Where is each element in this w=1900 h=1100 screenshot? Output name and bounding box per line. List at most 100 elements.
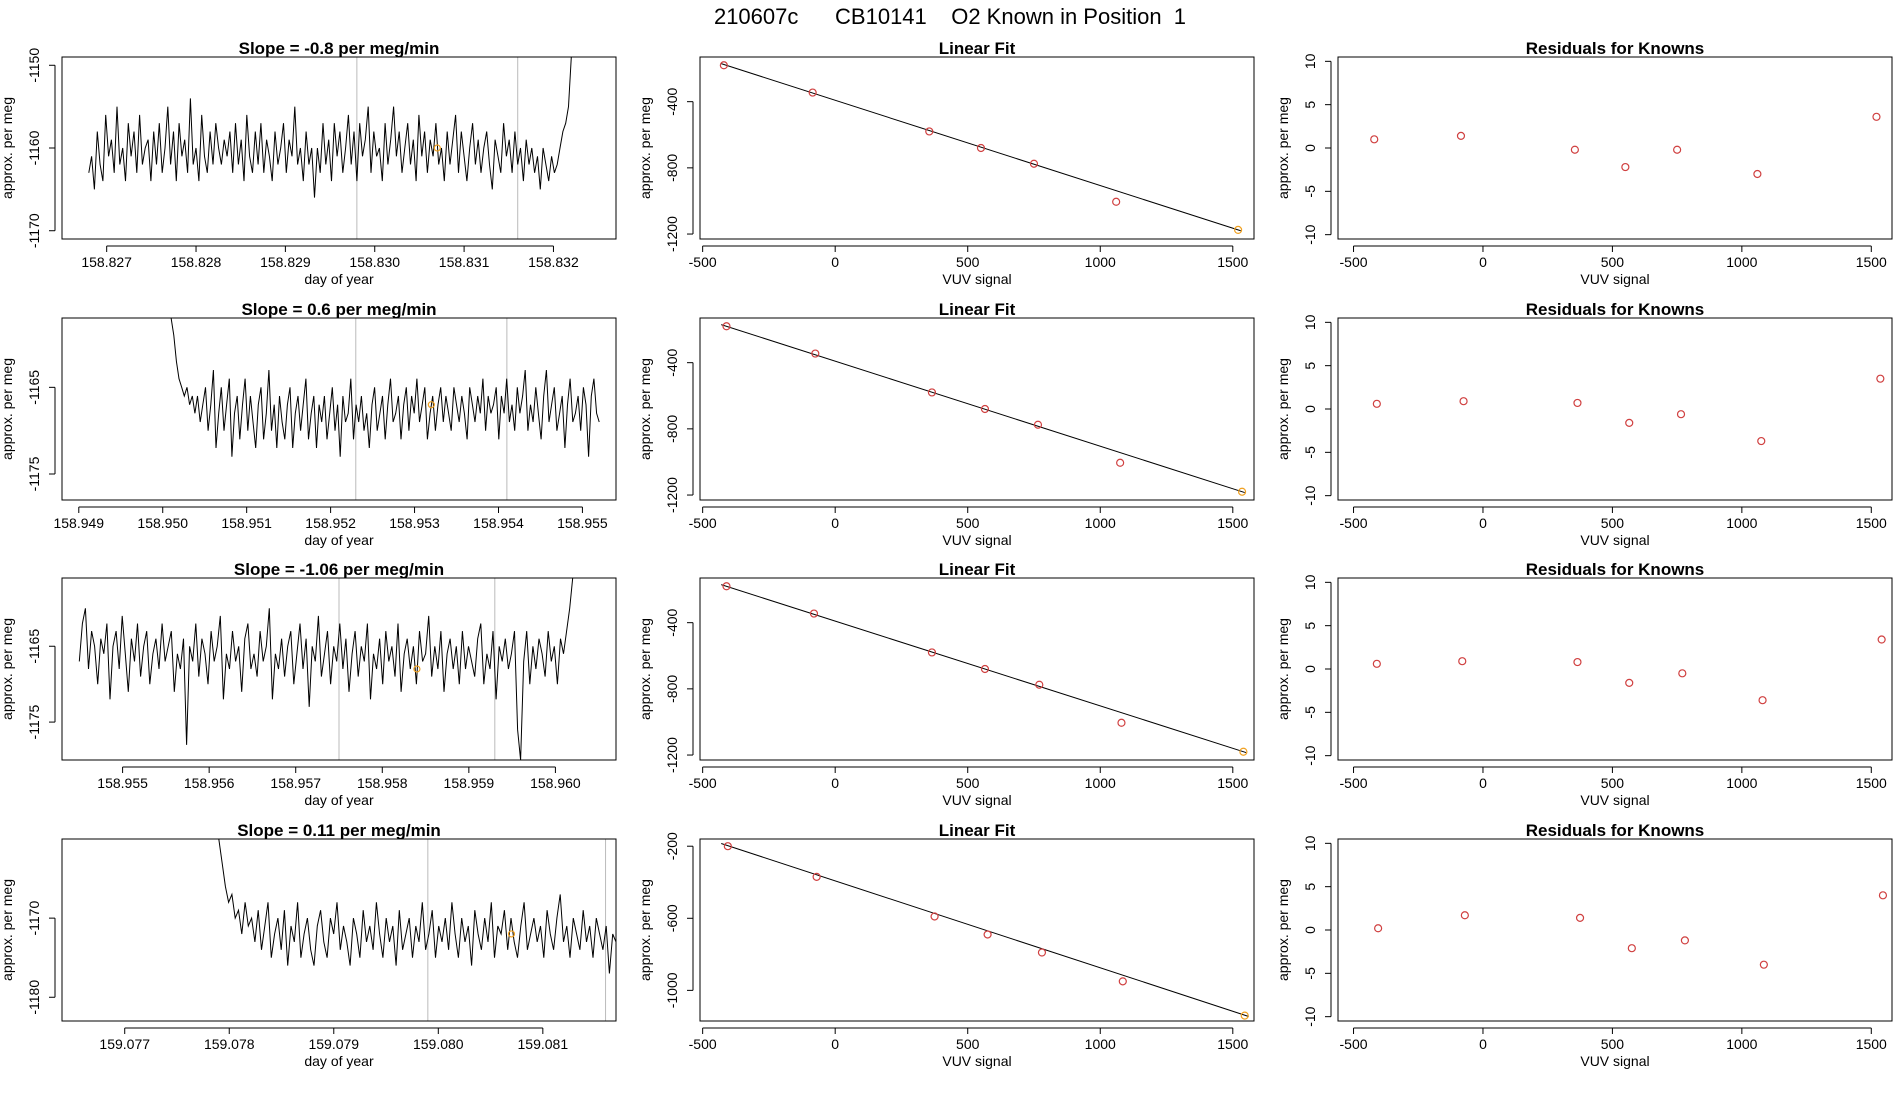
y-tick-label: 0 [1302, 926, 1318, 934]
y-axis: -10 -5 0 5 10 [1302, 53, 1332, 245]
data-point [927, 388, 937, 397]
plot-area [721, 842, 1249, 1020]
data-point [1570, 145, 1579, 154]
x-tick-label: 1000 [1726, 515, 1757, 531]
data-point [1621, 162, 1630, 172]
plot-frame [699, 838, 1255, 1022]
x-tick-label: 158.955 [97, 775, 148, 791]
y-tick-label: 5 [1302, 883, 1318, 891]
data-point [1625, 678, 1634, 687]
y-tick-label: -1180 [26, 980, 42, 1015]
highlight-point [507, 930, 516, 938]
x-tick-label: -500 [1340, 775, 1368, 791]
data-point [1753, 169, 1762, 179]
x-tick-label: -500 [689, 775, 717, 791]
y-tick-label: -10 [1302, 224, 1318, 244]
panel-title: Slope = -1.06 per meg/min [234, 560, 444, 579]
plot-area [78, 578, 574, 760]
data-point [1239, 747, 1248, 756]
data-point [1758, 696, 1767, 705]
y-axis: -1200 -800 -400 [664, 608, 694, 773]
y-tick-label: -1165 [26, 370, 42, 405]
x-axis: -500 0 500 1000 1500 [1340, 506, 1887, 531]
x-axis: -500 0 500 1000 1500 [1340, 766, 1887, 791]
data-point [1370, 135, 1379, 144]
y-axis: -1175 -1165 [26, 370, 56, 491]
y-tick-label: -5 [1302, 967, 1318, 980]
x-tick-label: 159.077 [99, 1036, 150, 1052]
data-point [723, 842, 732, 851]
fit-line [721, 63, 1241, 232]
series-line [170, 318, 600, 457]
data-point [1240, 1011, 1249, 1020]
x-axis-label: day of year [304, 792, 374, 808]
y-axis-label: approx. per meg [637, 879, 653, 981]
x-axis-label: day of year [304, 532, 374, 548]
data-point [927, 648, 937, 657]
panel-title: Residuals for Knowns [1526, 300, 1705, 319]
x-tick-label: 0 [831, 254, 839, 270]
x-axis: -500 0 500 1000 1500 [689, 766, 1249, 791]
highlight-point [433, 144, 441, 152]
x-tick-label: 1000 [1085, 1036, 1116, 1052]
y-tick-label: -5 [1302, 446, 1318, 459]
y-axis: -1000 -600 -200 [664, 832, 694, 1008]
plot-frame [61, 577, 617, 761]
x-tick-label: 158.959 [444, 775, 495, 791]
y-tick-label: -5 [1302, 706, 1318, 719]
x-tick-label: 158.950 [137, 515, 188, 531]
x-axis-label: VUV signal [1580, 532, 1649, 548]
data-point [1117, 718, 1126, 727]
y-tick-label: -800 [664, 675, 680, 703]
y-axis-label: approx. per meg [1275, 358, 1291, 460]
x-tick-label: -500 [689, 1036, 717, 1052]
plot-area [721, 582, 1248, 756]
y-tick-label: 0 [1302, 144, 1318, 152]
x-tick-label: 158.829 [260, 254, 311, 270]
panel-res4: -500 0 500 1000 1500 VUV signal -10 -5 0 5 10 appro… [1275, 821, 1893, 1069]
x-tick-label: -500 [1340, 515, 1368, 531]
y-tick-label: 10 [1302, 314, 1318, 330]
data-point [809, 609, 819, 618]
data-point [1237, 487, 1247, 496]
x-tick-label: 159.080 [413, 1036, 464, 1052]
y-axis: -1200 -800 -400 [664, 87, 694, 252]
x-tick-label: 1500 [1856, 254, 1887, 270]
y-tick-label: -1160 [26, 130, 42, 165]
data-point [930, 912, 939, 921]
panel-title: Slope = -0.8 per meg/min [239, 39, 440, 58]
y-axis: -10 -5 0 5 10 [1302, 314, 1332, 506]
data-point [812, 872, 821, 881]
panel-res1: -500 0 500 1000 1500 VUV signal -10 -5 0 5 10 appro… [1275, 39, 1893, 287]
x-tick-label: -500 [1340, 1036, 1368, 1052]
plot-frame [1337, 838, 1893, 1022]
fit-line [721, 843, 1249, 1017]
x-tick-label: -500 [689, 254, 717, 270]
x-tick-label: 1500 [1217, 515, 1248, 531]
plot-area [1374, 891, 1888, 969]
y-axis-label: approx. per meg [0, 97, 15, 199]
x-axis: 158.949 158.950 158.951 158.952 158.953 158.9… [53, 506, 608, 531]
panel-ts1: 158.827 158.828 158.829 158.830 158.831 158.8… [0, 39, 617, 287]
y-tick-label: 0 [1302, 405, 1318, 413]
data-point [1573, 657, 1582, 667]
data-point [1459, 397, 1468, 406]
x-tick-label: 158.832 [528, 254, 579, 270]
y-axis: -10 -5 0 5 10 [1302, 574, 1332, 766]
plot-frame [699, 577, 1255, 761]
x-tick-label: -500 [689, 515, 717, 531]
x-tick-label: 158.957 [270, 775, 321, 791]
x-tick-label: 0 [831, 775, 839, 791]
highlight-point [427, 401, 435, 409]
x-axis-label: VUV signal [1580, 271, 1649, 287]
y-tick-label: -1200 [664, 737, 680, 773]
panel-title: Slope = 0.11 per meg/min [237, 821, 441, 840]
y-tick-label: 5 [1302, 362, 1318, 370]
series-line [218, 839, 616, 974]
x-axis: -500 0 500 1000 1500 [1340, 245, 1887, 270]
data-point [1680, 936, 1689, 945]
x-tick-label: 500 [956, 515, 980, 531]
fit-line [721, 324, 1245, 494]
data-point [976, 143, 986, 153]
